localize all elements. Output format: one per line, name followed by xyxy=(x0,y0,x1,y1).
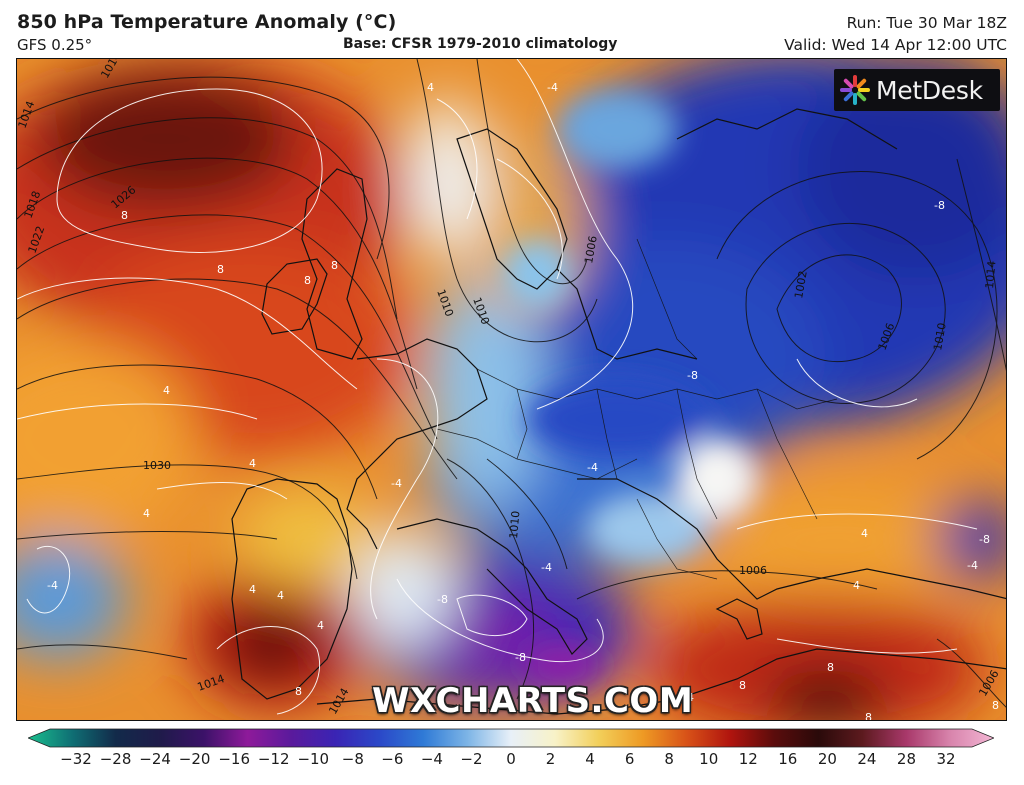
isobar-label: 1010 xyxy=(507,510,522,539)
isobar-label: 1014 xyxy=(983,260,998,289)
colorbar-tick-label: −12 xyxy=(257,750,290,768)
colorbar-tick-label: 6 xyxy=(624,750,635,768)
logo-text: MetDesk xyxy=(876,76,983,105)
colorbar-tick-label: 2 xyxy=(545,750,556,768)
isobar-label: 1006 xyxy=(739,564,767,577)
anomaly-label: 8 xyxy=(295,685,302,698)
colorbar-tick-label: 12 xyxy=(738,750,758,768)
anomaly-contours xyxy=(17,59,978,715)
colorbar-tick-label: 4 xyxy=(585,750,595,768)
isobar-label: 1030 xyxy=(143,459,171,472)
anomaly-label: 4 xyxy=(249,583,256,596)
isobar-label: 1006 xyxy=(582,235,600,265)
anomaly-label: -4 xyxy=(967,559,978,572)
chart-header: 850 hPa Temperature Anomaly (°C) GFS 0.2… xyxy=(0,0,1024,58)
colorbar-tick-label: −24 xyxy=(139,750,171,768)
metdesk-star-icon xyxy=(840,75,870,105)
colorbar-tick-label: −6 xyxy=(381,750,404,768)
anomaly-label: 8 xyxy=(217,263,224,276)
isobars xyxy=(17,59,1006,708)
anomaly-label: 8 xyxy=(739,679,746,692)
colorbar-tick-label: 28 xyxy=(896,750,916,768)
model-label: GFS 0.25° xyxy=(17,36,93,54)
colorbar-shape xyxy=(28,728,994,748)
country-borders xyxy=(436,238,838,580)
anomaly-label: 8 xyxy=(121,209,128,222)
anomaly-label: 8 xyxy=(992,699,999,712)
wxcharts-watermark: WXCHARTS.COM xyxy=(372,681,694,721)
colorbar-tick-label: 0 xyxy=(506,750,516,768)
anomaly-label: 4 xyxy=(277,589,284,602)
metdesk-logo: MetDesk xyxy=(834,69,1000,111)
colorbar-tick-label: −10 xyxy=(297,750,330,768)
isobar-label: 1010 xyxy=(931,322,949,352)
anomaly-map: 1014 1018 1022 1026 1030 1014 1014 1010 … xyxy=(16,58,1007,721)
anomaly-label: -4 xyxy=(391,477,402,490)
anomaly-label: -8 xyxy=(687,369,698,382)
colorbar-tick-label: −20 xyxy=(178,750,211,768)
temperature-detail xyxy=(502,89,757,686)
colorbar-tick-label: −8 xyxy=(341,750,364,768)
anomaly-label: -4 xyxy=(541,561,552,574)
colorbar-ticks: −32 −28 −24 −20 −16 −12 −10 −8 −6 −4 −2 0 2 4 6 8 10 12 16… xyxy=(0,748,1024,772)
anomaly-label: 4 xyxy=(687,691,694,704)
anomaly-labels: 8 8 8 8 4 4 4 4 -4 -4 -4 -8 -8 -8 8 8 8 … xyxy=(47,81,999,721)
colorbar-tick-label: 10 xyxy=(699,750,719,768)
anomaly-label: 4 xyxy=(163,384,170,397)
map-canvas: 1014 1018 1022 1026 1030 1014 1014 1010 … xyxy=(17,59,1006,721)
colorbar-tick-label: −32 xyxy=(60,750,92,768)
colorbar-tick-label: 32 xyxy=(936,750,956,768)
anomaly-label: 8 xyxy=(827,661,834,674)
colorbar-tick-label: −4 xyxy=(420,750,443,768)
anomaly-label: 8 xyxy=(865,711,872,721)
run-time-label: Run: Tue 30 Mar 18Z xyxy=(846,14,1007,32)
anomaly-label: 8 xyxy=(331,259,338,272)
anomaly-label: -8 xyxy=(979,533,990,546)
anomaly-label: -4 xyxy=(547,81,558,94)
anomaly-label: 8 xyxy=(304,274,311,287)
anomaly-label: 4 xyxy=(317,619,324,632)
colorbar-tick-label: −28 xyxy=(99,750,132,768)
anomaly-label: 4 xyxy=(853,579,860,592)
anomaly-label: -8 xyxy=(515,651,526,664)
anomaly-label: -4 xyxy=(587,461,598,474)
anomaly-label: -4 xyxy=(47,579,58,592)
colorbar xyxy=(28,728,994,748)
anomaly-label: -8 xyxy=(934,199,945,212)
anomaly-label: -8 xyxy=(437,593,448,606)
coastlines xyxy=(231,108,1006,715)
anomaly-label: 4 xyxy=(249,457,256,470)
colorbar-tick-label: 24 xyxy=(857,750,877,768)
valid-time-label: Valid: Wed 14 Apr 12:00 UTC xyxy=(784,36,1007,54)
isobar-label: 1002 xyxy=(792,270,810,300)
colorbar-tick-label: −2 xyxy=(460,750,483,768)
anomaly-label: 4 xyxy=(427,81,434,94)
chart-title: 850 hPa Temperature Anomaly (°C) xyxy=(17,11,397,33)
anomaly-label: 4 xyxy=(861,527,868,540)
anomaly-label: 4 xyxy=(143,507,150,520)
colorbar-tick-label: 20 xyxy=(817,750,837,768)
colorbar-tick-label: 16 xyxy=(778,750,798,768)
colorbar-tick-label: 8 xyxy=(664,750,674,768)
colorbar-tick-label: −16 xyxy=(218,750,250,768)
base-climatology-label: Base: CFSR 1979-2010 climatology xyxy=(343,36,618,52)
